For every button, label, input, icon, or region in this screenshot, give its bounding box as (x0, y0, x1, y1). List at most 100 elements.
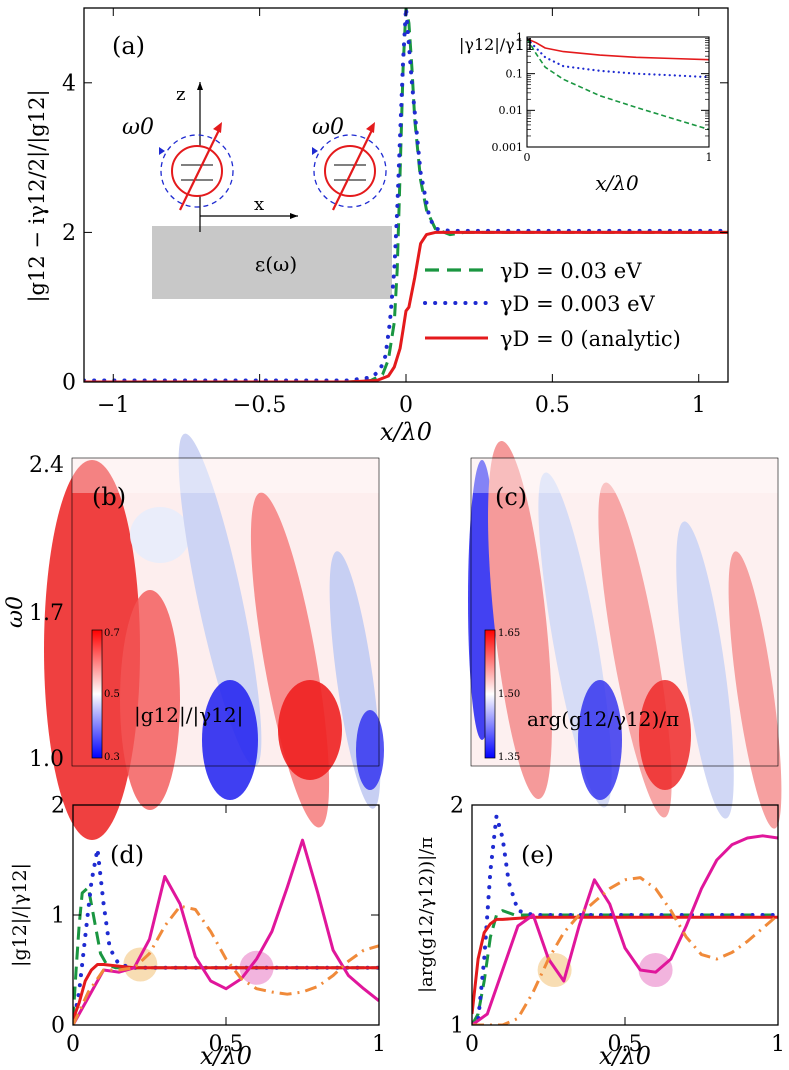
panel-a-xtick-label: 1 (692, 393, 706, 418)
panel-b-colorbar-label: |g12|/|γ12| (134, 703, 243, 728)
panel-d-ytick-label: 1 (51, 904, 65, 929)
schematic-z-label: z (176, 84, 185, 105)
schematic: ε(ω) x z ω0 (122, 82, 392, 299)
panel-b-colorbar: 0.7 0.5 0.3 (91, 628, 120, 763)
panel-e-xtick-label: 0.5 (608, 1032, 643, 1057)
emitter-2: ω0 (312, 115, 387, 211)
panel-d-series-orange (73, 904, 379, 1025)
panel-a-xtick-label: −0.5 (233, 393, 286, 418)
panel-d-ylabel: |g12|/|γ12| (9, 863, 31, 967)
panel-d-xtick-label: 1 (372, 1032, 386, 1057)
panel-e-ytick-label: 2 (450, 794, 464, 819)
colorbar-b-tick-top: 0.7 (104, 628, 120, 639)
inset-series (527, 37, 709, 131)
panel-a-xtick-label: 0.5 (535, 393, 570, 418)
panel-a-series-red (84, 230, 728, 382)
schematic-x-label: x (254, 194, 264, 215)
panel-b-ytick-label: 1.7 (29, 601, 64, 626)
inset-xtick-label: 0 (524, 151, 531, 164)
omega-label-2: ω0 (312, 115, 344, 140)
panel-e-ylabel: |arg(g12/γ12))|/π (416, 837, 437, 993)
emitter-1: ω0 (122, 115, 234, 211)
panel-e: 0 0.5 1 1 2 (e) |arg(g12/γ12))|/π x/λ0 (416, 794, 785, 1070)
panel-d-xtick-label: 0.5 (209, 1032, 244, 1057)
substrate (152, 226, 392, 299)
panel-e-series-red (472, 915, 778, 1015)
panel-c-frame (470, 457, 779, 767)
panel-e-frame (471, 804, 779, 1026)
inset-series-blue (527, 37, 709, 79)
colorbar-c-tick-top: 1.65 (498, 628, 520, 639)
panel-a-ticks: −1 −0.5 0 0.5 1 0 2 4 (62, 8, 728, 418)
inset-xtick-label: 1 (706, 151, 713, 164)
colorbar-b-tick-bottom: 0.3 (104, 752, 120, 763)
inset-ytick-label: 0.1 (506, 68, 524, 81)
panel-a-ylabel: |g12 − iγ12/2|/|g12| (25, 89, 50, 302)
schematic-x-arrowhead (290, 213, 298, 219)
legend-label-green: γD = 0.03 eV (500, 259, 642, 283)
panel-a-xlabel: x/λ0 (380, 418, 432, 446)
panel-a-ytick-label: 4 (62, 72, 76, 97)
panel-b-frame (71, 457, 380, 767)
panel-b-label: (b) (92, 483, 126, 511)
panel-a-inset: 0 1 0.001 0.01 0.1 1 |γ12|/γ11 x/λ0 (459, 31, 713, 195)
panel-a-legend: γD = 0.03 eV γD = 0.003 eV γD = 0 (analy… (423, 259, 681, 351)
panel-e-ytick-label: 1 (450, 1014, 464, 1039)
legend-label-blue: γD = 0.003 eV (500, 292, 656, 316)
panel-a-series (84, 8, 728, 382)
panel-a-ytick-label: 2 (62, 221, 76, 246)
inset-frame (526, 36, 710, 148)
panel-e-label: (e) (521, 841, 554, 869)
panel-e-series-magenta (472, 834, 778, 1025)
inset-series-green (527, 38, 709, 131)
panel-b-ytick-label: 2.4 (29, 453, 64, 478)
panel-e-xtick-label: 0 (465, 1032, 479, 1057)
panel-e-highlight-circle-1 (638, 953, 673, 987)
panel-e-series-orange (472, 876, 778, 1025)
panel-c-heatmap (468, 440, 782, 829)
panel-d: 0 0.5 1 0 1 2 (d) |g12|/|γ12| x/λ0 (9, 794, 386, 1070)
panel-a: ε(ω) x z ω0 (25, 7, 729, 446)
schematic-z-arrowhead (197, 82, 203, 90)
panel-a-xtick-label: 0 (399, 393, 413, 418)
legend-label-red: γD = 0 (analytic) (500, 327, 681, 351)
panel-d-highlight-circle-0 (123, 947, 158, 982)
panel-b-yticks: 1.0 1.7 2.4 (29, 453, 64, 772)
panel-d-frame (72, 804, 380, 1026)
panel-a-series-green (84, 8, 728, 382)
colorbar-b-tick-mid: 0.5 (104, 689, 120, 700)
panel-c: (c) 1.65 1.50 1.35 arg(g12/γ12)/π (468, 440, 782, 829)
panel-a-frame (83, 7, 729, 383)
inset-ylabel: |γ12|/γ11 (459, 35, 535, 54)
panel-b: (b) 1.0 1.7 2.4 ω0 0.7 0.5 0.3 |g12|/|γ12| (3, 433, 384, 840)
panel-a-xtick-label: −1 (97, 393, 129, 418)
omega-label-1: ω0 (122, 115, 154, 140)
substrate-label: ε(ω) (255, 252, 297, 276)
panel-a-label: (a) (112, 32, 145, 60)
panel-d-xtick-label: 0 (66, 1032, 80, 1057)
inset-xlabel: x/λ0 (595, 171, 639, 195)
panel-e-xlabel: x/λ0 (599, 1042, 651, 1070)
panel-c-label: (c) (495, 483, 527, 511)
panel-d-ytick-label: 2 (51, 794, 65, 819)
panel-e-series-green (472, 909, 778, 1025)
panel-d-label: (d) (110, 841, 144, 869)
panel-b-ytick-label: 1.0 (29, 747, 64, 772)
colorbar-c-tick-bottom: 1.35 (498, 752, 520, 763)
panel-d-series-green (73, 886, 379, 1020)
inset-series-red (527, 37, 709, 61)
panel-d-xlabel: x/λ0 (200, 1042, 252, 1070)
panel-e-ticks: 0 0.5 1 1 2 (450, 794, 785, 1057)
panel-b-ylabel: ω0 (3, 596, 28, 628)
panel-e-series-blue (472, 814, 778, 1025)
panel-d-ytick-label: 0 (51, 1014, 65, 1039)
panel-d-series (73, 838, 379, 1025)
inset-ytick-label: 0.001 (492, 141, 524, 154)
panel-b-heatmap (44, 433, 384, 840)
panel-a-ytick-label: 0 (62, 371, 76, 396)
colorbar-c-tick-mid: 1.50 (498, 689, 520, 700)
panel-a-series-blue (84, 8, 728, 382)
panel-e-series (472, 814, 778, 1025)
inset-ytick-label: 0.01 (499, 104, 524, 117)
